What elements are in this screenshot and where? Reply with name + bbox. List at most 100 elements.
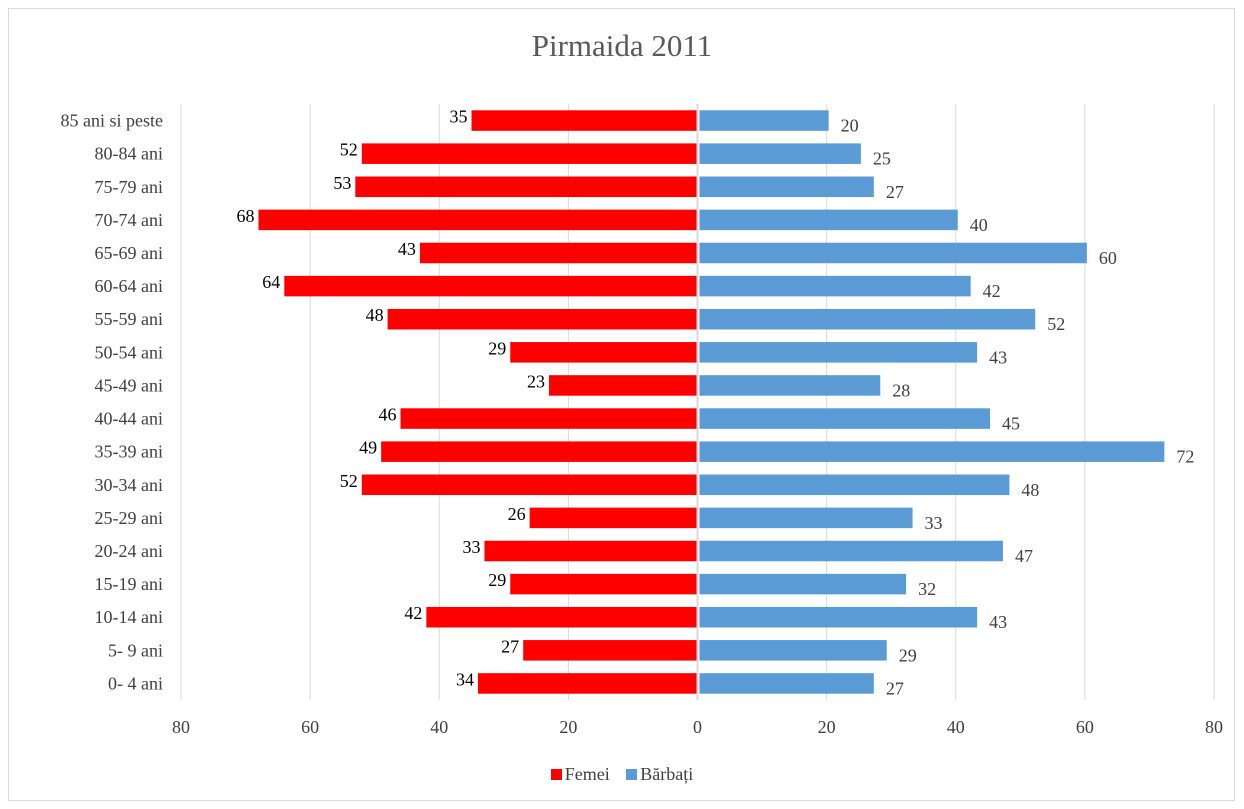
bar-femei [355, 176, 698, 198]
y-category-label: 45-49 ani [95, 375, 163, 395]
legend: Femei Bărbați [0, 764, 1244, 785]
bar-femei [426, 606, 698, 628]
data-label-femei: 27 [501, 636, 519, 656]
data-label-femei: 34 [456, 669, 474, 689]
data-label-barbati: 40 [970, 215, 988, 235]
x-tick-label: 60 [1076, 717, 1094, 737]
data-label-barbati: 27 [886, 182, 904, 202]
data-label-barbati: 29 [899, 645, 917, 665]
bar-barbati [699, 375, 881, 396]
data-label-femei: 42 [404, 603, 422, 623]
bar-femei [477, 673, 698, 694]
bar-femei [381, 441, 698, 462]
y-category-label: 35-39 ani [95, 442, 163, 462]
y-category-label: 75-79 ani [95, 177, 163, 197]
chart-title: Pirmaida 2011 [531, 28, 713, 63]
legend-item-femei: Femei [550, 764, 610, 785]
bar-femei [400, 408, 698, 429]
bar-femei [387, 308, 698, 330]
bar-barbati [699, 474, 1010, 496]
y-category-label: 70-74 ani [95, 210, 163, 230]
data-label-femei: 23 [527, 371, 545, 391]
x-tick-label: 60 [301, 717, 319, 737]
y-category-label: 40-44 ani [95, 409, 163, 429]
x-tick-label: 80 [1205, 717, 1223, 737]
legend-item-barbati: Bărbați [626, 764, 693, 785]
bar-barbati [699, 176, 874, 198]
bar-barbati [699, 441, 1165, 462]
y-category-label: 0- 4 ani [108, 673, 163, 693]
bar-femei [361, 143, 698, 164]
y-category-label: 65-69 ani [95, 243, 163, 263]
bar-barbati [699, 308, 1036, 330]
data-label-femei: 46 [379, 405, 397, 425]
bar-barbati [699, 540, 1003, 562]
x-tick-label: 20 [559, 717, 577, 737]
y-category-label: 15-19 ani [95, 574, 163, 594]
bar-femei [471, 110, 698, 131]
x-tick-label: 40 [947, 717, 965, 737]
y-category-label: 10-14 ani [95, 607, 163, 627]
y-category-label: 80-84 ani [95, 144, 163, 164]
data-label-barbati: 28 [892, 380, 910, 400]
data-label-femei: 48 [366, 305, 384, 325]
data-label-femei: 35 [450, 107, 468, 127]
data-label-barbati: 42 [983, 281, 1001, 301]
data-label-barbati: 20 [841, 116, 859, 136]
bar-femei [549, 375, 698, 396]
bar-femei [484, 540, 698, 562]
y-category-label: 60-64 ani [95, 276, 163, 296]
bar-barbati [699, 242, 1087, 264]
bar-femei [523, 640, 698, 661]
data-label-barbati: 52 [1047, 314, 1065, 334]
y-category-label: 85 ani si peste [61, 111, 163, 131]
data-label-femei: 53 [333, 173, 351, 193]
y-category-label: 55-59 ani [95, 309, 163, 329]
y-category-label: 5- 9 ani [108, 640, 163, 660]
bar-femei [419, 242, 698, 264]
bar-barbati [699, 408, 991, 429]
bar-femei [284, 275, 698, 297]
x-tick-label: 0 [693, 717, 702, 737]
bar-barbati [699, 209, 958, 231]
data-label-femei: 26 [508, 504, 526, 524]
bar-barbati [699, 606, 978, 628]
data-label-femei: 29 [488, 570, 506, 590]
legend-swatch-barbati [626, 769, 638, 780]
data-label-barbati: 43 [989, 347, 1007, 367]
y-category-label: 25-29 ani [95, 508, 163, 528]
data-label-barbati: 45 [1002, 414, 1020, 434]
data-label-barbati: 48 [1021, 480, 1039, 500]
data-label-femei: 52 [340, 471, 358, 491]
data-label-femei: 52 [340, 140, 358, 160]
data-label-barbati: 43 [989, 612, 1007, 632]
legend-swatch-femei [550, 769, 562, 780]
data-label-barbati: 27 [886, 678, 904, 698]
legend-label-femei: Femei [564, 764, 610, 784]
bar-femei [529, 507, 698, 529]
bar-femei [258, 209, 698, 231]
x-tick-label: 80 [172, 717, 190, 737]
data-label-barbati: 47 [1015, 546, 1033, 566]
data-label-barbati: 32 [918, 579, 936, 599]
bar-femei [510, 342, 698, 363]
bar-barbati [699, 573, 907, 595]
legend-label-barbati: Bărbați [640, 764, 694, 784]
y-category-label: 50-54 ani [95, 342, 163, 362]
data-label-barbati: 33 [925, 513, 943, 533]
bar-barbati [699, 275, 971, 297]
bar-femei [510, 573, 698, 595]
data-label-barbati: 25 [873, 149, 891, 169]
bar-barbati [699, 342, 978, 363]
data-label-femei: 43 [398, 239, 416, 259]
x-tick-label: 40 [430, 717, 448, 737]
y-category-label: 30-34 ani [95, 475, 163, 495]
chart-frame [8, 8, 1235, 801]
x-tick-label: 20 [818, 717, 836, 737]
data-label-femei: 68 [236, 206, 254, 226]
data-label-barbati: 72 [1176, 447, 1194, 467]
bar-barbati [699, 507, 913, 529]
bar-barbati [699, 143, 861, 164]
bar-barbati [699, 673, 874, 694]
